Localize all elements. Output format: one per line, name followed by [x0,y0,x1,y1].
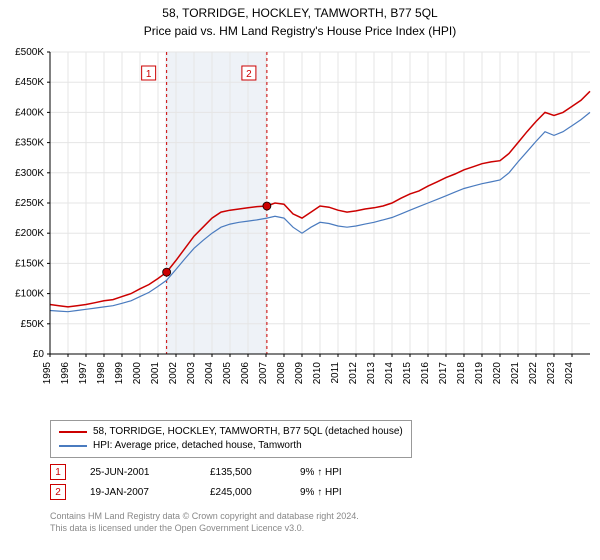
legend-label: HPI: Average price, detached house, Tamw… [93,439,302,453]
svg-text:2018: 2018 [456,362,467,385]
legend-swatch [59,445,87,447]
tx-price: £245,000 [210,487,300,498]
svg-text:2010: 2010 [312,362,323,385]
svg-text:£450K: £450K [15,77,44,88]
svg-text:£300K: £300K [15,168,44,179]
table-row: 2 19-JAN-2007 £245,000 9% ↑ HPI [50,482,390,502]
transactions-table: 1 25-JUN-2001 £135,500 9% ↑ HPI 2 19-JAN… [50,462,390,502]
svg-text:2003: 2003 [186,362,197,385]
svg-text:2017: 2017 [438,362,449,385]
table-row: 1 25-JUN-2001 £135,500 9% ↑ HPI [50,462,390,482]
svg-text:2020: 2020 [492,362,503,385]
legend-label: 58, TORRIDGE, HOCKLEY, TAMWORTH, B77 5QL… [93,425,403,439]
chart-title-subtitle: Price paid vs. HM Land Registry's House … [0,20,600,44]
svg-text:1996: 1996 [60,362,71,385]
svg-text:£50K: £50K [21,319,45,330]
svg-text:2006: 2006 [240,362,251,385]
svg-text:£200K: £200K [15,228,44,239]
svg-text:2004: 2004 [204,362,215,385]
svg-text:1995: 1995 [42,362,53,385]
svg-text:2021: 2021 [510,362,521,385]
legend-swatch [59,431,87,433]
svg-text:1999: 1999 [114,362,125,385]
svg-text:1: 1 [146,69,152,80]
svg-text:2005: 2005 [222,362,233,385]
svg-text:£500K: £500K [15,47,44,58]
svg-text:£150K: £150K [15,258,44,269]
svg-text:2011: 2011 [330,362,341,384]
svg-text:2022: 2022 [528,362,539,385]
tx-price: £135,500 [210,467,300,478]
legend-item: HPI: Average price, detached house, Tamw… [59,439,403,453]
svg-text:2019: 2019 [474,362,485,385]
chart-title-address: 58, TORRIDGE, HOCKLEY, TAMWORTH, B77 5QL [0,0,600,20]
svg-text:2001: 2001 [150,362,161,385]
svg-text:2008: 2008 [276,362,287,385]
svg-text:2: 2 [246,69,252,80]
tx-date: 25-JUN-2001 [90,467,210,478]
svg-text:£400K: £400K [15,107,44,118]
svg-text:2023: 2023 [546,362,557,385]
marker-box-icon: 2 [50,484,66,500]
svg-text:2024: 2024 [564,362,575,385]
svg-text:1997: 1997 [78,362,89,385]
svg-text:£350K: £350K [15,138,44,149]
svg-text:2009: 2009 [294,362,305,385]
svg-text:2013: 2013 [366,362,377,385]
svg-text:1998: 1998 [96,362,107,385]
svg-text:£250K: £250K [15,198,44,209]
svg-text:2000: 2000 [132,362,143,385]
legend: 58, TORRIDGE, HOCKLEY, TAMWORTH, B77 5QL… [50,420,412,458]
footer-line: This data is licensed under the Open Gov… [50,522,359,534]
marker-box-icon: 1 [50,464,66,480]
tx-pct: 9% ↑ HPI [300,487,390,498]
svg-text:£100K: £100K [15,289,44,300]
svg-text:2002: 2002 [168,362,179,385]
tx-pct: 9% ↑ HPI [300,467,390,478]
svg-text:2015: 2015 [402,362,413,385]
legend-item: 58, TORRIDGE, HOCKLEY, TAMWORTH, B77 5QL… [59,425,403,439]
svg-text:2014: 2014 [384,362,395,385]
svg-text:2016: 2016 [420,362,431,385]
footer-line: Contains HM Land Registry data © Crown c… [50,510,359,522]
svg-text:£0: £0 [33,349,45,360]
footer-attribution: Contains HM Land Registry data © Crown c… [50,510,359,534]
tx-date: 19-JAN-2007 [90,487,210,498]
price-chart: £0 £50K £100K £150K £200K £250K £300K £350K £400… [0,44,600,414]
svg-text:2012: 2012 [348,362,359,385]
svg-text:2007: 2007 [258,362,269,385]
